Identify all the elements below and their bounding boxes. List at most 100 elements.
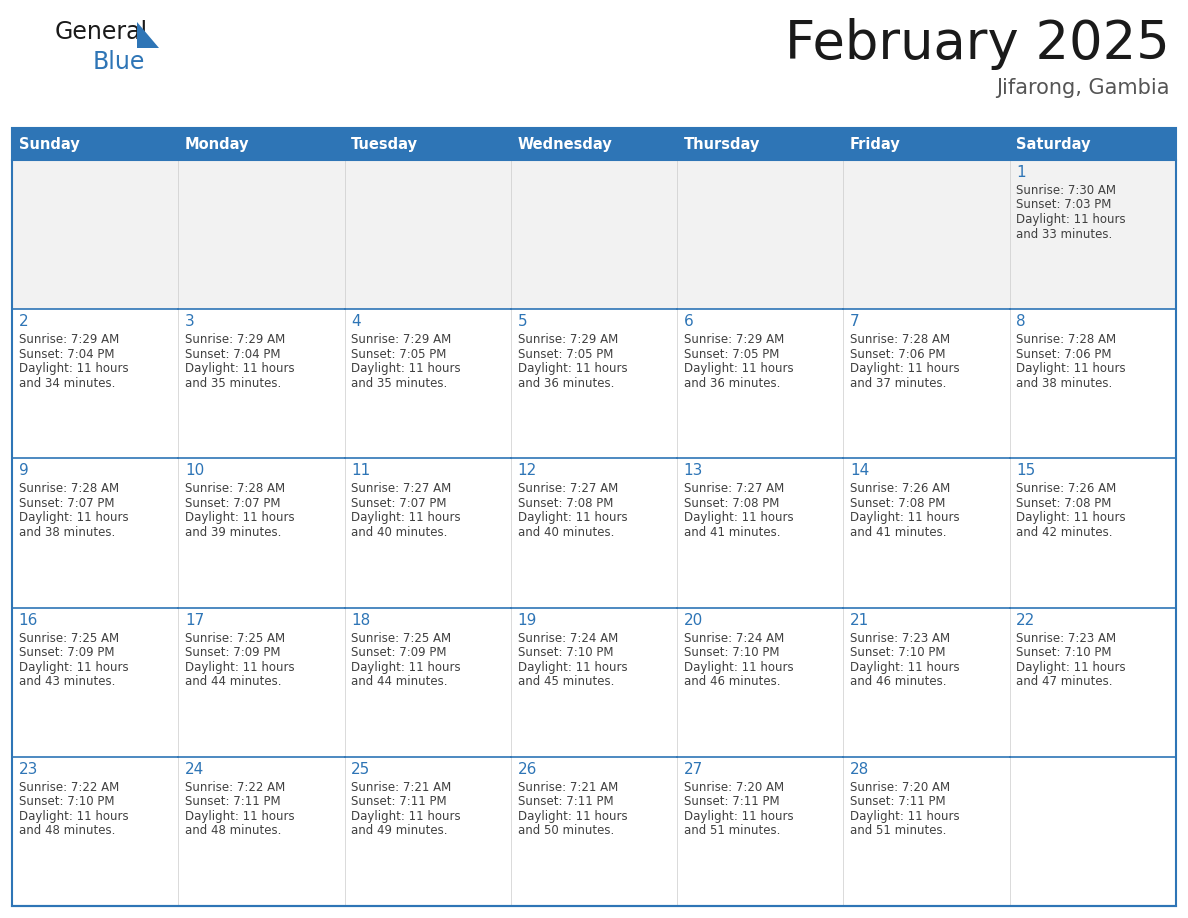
Text: and 39 minutes.: and 39 minutes. bbox=[185, 526, 282, 539]
Text: and 48 minutes.: and 48 minutes. bbox=[185, 824, 282, 837]
Bar bbox=[1010, 309, 1176, 458]
Text: 9: 9 bbox=[19, 464, 29, 478]
Bar bbox=[345, 756, 511, 906]
Text: Sunrise: 7:22 AM: Sunrise: 7:22 AM bbox=[19, 781, 119, 794]
Text: Sunrise: 7:26 AM: Sunrise: 7:26 AM bbox=[851, 482, 950, 496]
Text: 21: 21 bbox=[851, 612, 870, 628]
Text: Sunrise: 7:28 AM: Sunrise: 7:28 AM bbox=[19, 482, 119, 496]
Bar bbox=[843, 458, 1010, 608]
Bar bbox=[511, 309, 677, 458]
Text: Daylight: 11 hours: Daylight: 11 hours bbox=[518, 511, 627, 524]
Text: 5: 5 bbox=[518, 314, 527, 330]
Text: Sunset: 7:10 PM: Sunset: 7:10 PM bbox=[19, 795, 114, 809]
Text: and 34 minutes.: and 34 minutes. bbox=[19, 376, 115, 390]
Text: Daylight: 11 hours: Daylight: 11 hours bbox=[851, 363, 960, 375]
Text: and 40 minutes.: and 40 minutes. bbox=[352, 526, 448, 539]
Bar bbox=[178, 160, 345, 309]
Text: Sunset: 7:09 PM: Sunset: 7:09 PM bbox=[185, 646, 280, 659]
Text: and 44 minutes.: and 44 minutes. bbox=[185, 675, 282, 688]
Text: 28: 28 bbox=[851, 762, 870, 777]
Text: 1: 1 bbox=[1017, 165, 1026, 180]
Text: 6: 6 bbox=[684, 314, 694, 330]
Text: February 2025: February 2025 bbox=[785, 18, 1170, 70]
Text: Sunset: 7:04 PM: Sunset: 7:04 PM bbox=[19, 348, 114, 361]
Bar bbox=[12, 608, 178, 756]
Text: Sunday: Sunday bbox=[19, 137, 80, 151]
Text: Sunset: 7:07 PM: Sunset: 7:07 PM bbox=[352, 497, 447, 509]
Text: Sunrise: 7:28 AM: Sunrise: 7:28 AM bbox=[1017, 333, 1117, 346]
Text: 22: 22 bbox=[1017, 612, 1036, 628]
Text: Sunset: 7:11 PM: Sunset: 7:11 PM bbox=[684, 795, 779, 809]
Text: Sunrise: 7:23 AM: Sunrise: 7:23 AM bbox=[851, 632, 950, 644]
Text: and 50 minutes.: and 50 minutes. bbox=[518, 824, 614, 837]
Text: 3: 3 bbox=[185, 314, 195, 330]
Text: 14: 14 bbox=[851, 464, 870, 478]
Text: and 47 minutes.: and 47 minutes. bbox=[1017, 675, 1113, 688]
Text: Sunset: 7:10 PM: Sunset: 7:10 PM bbox=[684, 646, 779, 659]
Bar bbox=[178, 756, 345, 906]
Text: Sunset: 7:08 PM: Sunset: 7:08 PM bbox=[684, 497, 779, 509]
Text: and 42 minutes.: and 42 minutes. bbox=[1017, 526, 1113, 539]
Bar bbox=[843, 160, 1010, 309]
Text: Sunset: 7:05 PM: Sunset: 7:05 PM bbox=[352, 348, 447, 361]
Text: Sunrise: 7:29 AM: Sunrise: 7:29 AM bbox=[185, 333, 285, 346]
Text: 16: 16 bbox=[19, 612, 38, 628]
Text: and 46 minutes.: and 46 minutes. bbox=[851, 675, 947, 688]
Bar bbox=[511, 160, 677, 309]
Text: Sunrise: 7:23 AM: Sunrise: 7:23 AM bbox=[1017, 632, 1117, 644]
Text: and 41 minutes.: and 41 minutes. bbox=[684, 526, 781, 539]
Text: 23: 23 bbox=[19, 762, 38, 777]
Bar bbox=[843, 309, 1010, 458]
Text: Sunrise: 7:29 AM: Sunrise: 7:29 AM bbox=[19, 333, 119, 346]
Text: Sunrise: 7:30 AM: Sunrise: 7:30 AM bbox=[1017, 184, 1117, 197]
Text: General: General bbox=[55, 20, 148, 44]
Bar bbox=[511, 756, 677, 906]
Text: 4: 4 bbox=[352, 314, 361, 330]
Bar bbox=[677, 160, 843, 309]
Text: and 46 minutes.: and 46 minutes. bbox=[684, 675, 781, 688]
Text: Daylight: 11 hours: Daylight: 11 hours bbox=[19, 661, 128, 674]
Text: Sunrise: 7:29 AM: Sunrise: 7:29 AM bbox=[684, 333, 784, 346]
Text: 27: 27 bbox=[684, 762, 703, 777]
Text: Sunset: 7:07 PM: Sunset: 7:07 PM bbox=[185, 497, 280, 509]
Text: Daylight: 11 hours: Daylight: 11 hours bbox=[185, 511, 295, 524]
Text: Sunrise: 7:29 AM: Sunrise: 7:29 AM bbox=[352, 333, 451, 346]
Text: 19: 19 bbox=[518, 612, 537, 628]
Text: Sunset: 7:04 PM: Sunset: 7:04 PM bbox=[185, 348, 280, 361]
Bar bbox=[12, 309, 178, 458]
Text: Daylight: 11 hours: Daylight: 11 hours bbox=[352, 511, 461, 524]
Text: 20: 20 bbox=[684, 612, 703, 628]
Bar bbox=[511, 608, 677, 756]
Text: Saturday: Saturday bbox=[1017, 137, 1091, 151]
Text: and 38 minutes.: and 38 minutes. bbox=[1017, 376, 1113, 390]
Text: 13: 13 bbox=[684, 464, 703, 478]
Bar bbox=[12, 128, 1176, 906]
Text: Daylight: 11 hours: Daylight: 11 hours bbox=[851, 511, 960, 524]
Text: Friday: Friday bbox=[851, 137, 901, 151]
Text: Sunset: 7:10 PM: Sunset: 7:10 PM bbox=[1017, 646, 1112, 659]
Text: Monday: Monday bbox=[185, 137, 249, 151]
Text: and 45 minutes.: and 45 minutes. bbox=[518, 675, 614, 688]
Text: and 48 minutes.: and 48 minutes. bbox=[19, 824, 115, 837]
Text: Tuesday: Tuesday bbox=[352, 137, 418, 151]
Bar bbox=[12, 756, 178, 906]
Text: Sunrise: 7:26 AM: Sunrise: 7:26 AM bbox=[1017, 482, 1117, 496]
Text: Wednesday: Wednesday bbox=[518, 137, 612, 151]
Text: Sunrise: 7:24 AM: Sunrise: 7:24 AM bbox=[684, 632, 784, 644]
Bar bbox=[1010, 458, 1176, 608]
Bar bbox=[345, 160, 511, 309]
Bar bbox=[843, 608, 1010, 756]
Text: 26: 26 bbox=[518, 762, 537, 777]
Bar bbox=[178, 608, 345, 756]
Text: and 40 minutes.: and 40 minutes. bbox=[518, 526, 614, 539]
Text: 15: 15 bbox=[1017, 464, 1036, 478]
Text: Sunset: 7:06 PM: Sunset: 7:06 PM bbox=[1017, 348, 1112, 361]
Text: Sunset: 7:11 PM: Sunset: 7:11 PM bbox=[185, 795, 280, 809]
Bar bbox=[677, 756, 843, 906]
Text: Sunrise: 7:25 AM: Sunrise: 7:25 AM bbox=[185, 632, 285, 644]
Text: Sunset: 7:05 PM: Sunset: 7:05 PM bbox=[684, 348, 779, 361]
Text: Thursday: Thursday bbox=[684, 137, 760, 151]
Bar bbox=[12, 128, 1176, 160]
Text: Daylight: 11 hours: Daylight: 11 hours bbox=[518, 661, 627, 674]
Text: Sunrise: 7:25 AM: Sunrise: 7:25 AM bbox=[19, 632, 119, 644]
